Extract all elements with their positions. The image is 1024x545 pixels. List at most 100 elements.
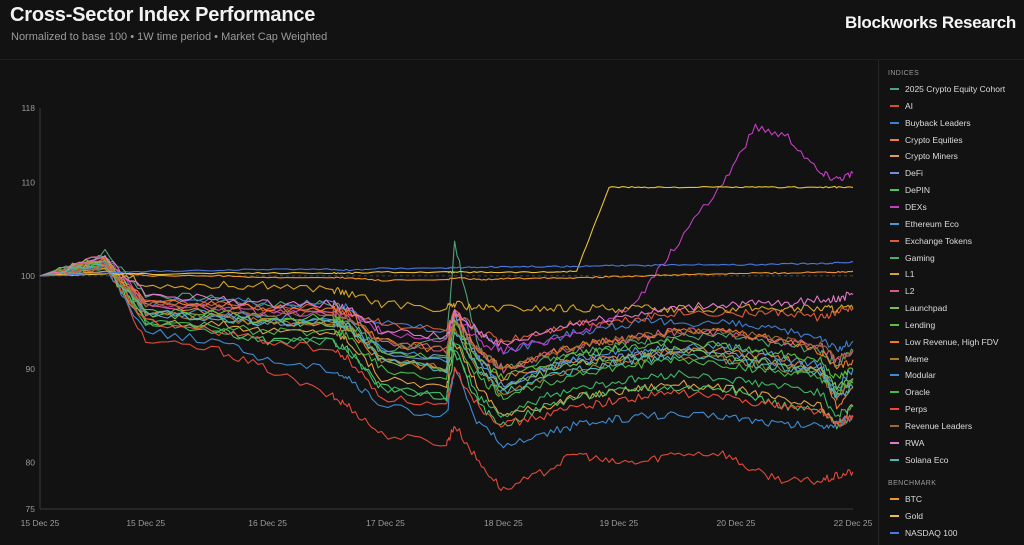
legend-label: Launchpad: [905, 303, 948, 314]
legend-swatch: [890, 408, 899, 411]
legend-label: DeFi: [905, 168, 923, 179]
x-tick-label: 22 Dec 25: [834, 518, 873, 528]
header-divider: [0, 59, 1024, 60]
legend-item[interactable]: RWA: [890, 436, 924, 450]
legend-swatch: [890, 256, 899, 259]
legend-label: RWA: [905, 437, 925, 448]
line-chart: 75 80 90 100 110 118 15 Dec 25 15 Dec 25 16 Dec …: [21, 103, 873, 528]
series-line-oracle: [39, 263, 854, 401]
legend-item[interactable]: Crypto Miners: [890, 149, 958, 163]
legend-label: 2025 Crypto Equity Cohort: [905, 84, 1006, 94]
legend-indices-heading: INDICES: [888, 70, 920, 77]
legend-item[interactable]: Buyback Leaders: [890, 116, 971, 130]
series-line-crypto-miners: [39, 264, 854, 426]
legend-swatch: [890, 222, 899, 225]
series-line-btc: [39, 270, 854, 282]
legend-label: AI: [905, 100, 914, 111]
legend-item[interactable]: Solana Eco: [890, 453, 948, 467]
legend-item[interactable]: Launchpad: [890, 301, 947, 315]
legend-item[interactable]: Gold: [890, 509, 923, 523]
series-layer: [39, 123, 854, 492]
legend-label: Oracle: [905, 387, 931, 398]
legend-label: Gaming: [905, 252, 935, 263]
legend-swatch: [890, 425, 899, 427]
legend-item[interactable]: Crypto Equities: [890, 133, 963, 147]
legend-label: Gold: [905, 510, 923, 521]
legend-item[interactable]: Modular: [890, 368, 936, 382]
legend-swatch: [890, 239, 899, 242]
legend-swatch: [890, 514, 899, 517]
legend-label: DEXs: [905, 201, 927, 212]
legend-label: NASDAQ 100: [905, 527, 958, 538]
series-line-modular: [39, 262, 854, 449]
y-tick-label: 118: [21, 103, 35, 113]
brand-logo: Blockworks Research: [845, 13, 1016, 32]
series-line-solana-eco: [39, 263, 854, 399]
series-line-ai: [39, 258, 854, 492]
legend-benchmark-heading: BENCHMARK: [888, 480, 937, 487]
series-line-launchpad: [39, 258, 854, 391]
series-line-nasdaq-100: [39, 261, 854, 277]
legend-item[interactable]: AI: [890, 99, 913, 113]
x-tick-label: 19 Dec 25: [599, 518, 638, 528]
series-line-l1: [39, 264, 854, 314]
legend-label: Solana Eco: [905, 454, 949, 465]
legend-item[interactable]: DePIN: [890, 183, 930, 197]
legend-label: Buyback Leaders: [905, 117, 971, 128]
legend-swatch: [890, 273, 899, 276]
legend-label: Lending: [905, 319, 936, 330]
legend-item[interactable]: Low Revenue, High FDV: [890, 335, 999, 349]
legend-label: Modular: [905, 370, 936, 381]
legend-label: Crypto Equities: [905, 134, 963, 145]
legend-item[interactable]: 2025 Crypto Equity Cohort: [890, 82, 1005, 96]
legend-swatch: [890, 189, 899, 192]
x-tick-label: 16 Dec 25: [248, 518, 287, 528]
series-line-rwa: [39, 255, 854, 347]
legend-swatch: [890, 104, 899, 107]
y-tick-label: 100: [21, 271, 35, 281]
x-tick-label: 15 Dec 25: [21, 518, 60, 528]
legend-swatch: [890, 340, 899, 343]
legend-label: Crypto Miners: [905, 151, 958, 162]
legend-item[interactable]: Exchange Tokens: [890, 234, 972, 248]
series-line-perps: [39, 263, 854, 428]
legend-item[interactable]: NASDAQ 100: [890, 526, 957, 540]
series-line-revenue-leaders: [39, 264, 854, 370]
legend-item[interactable]: BTC: [890, 492, 922, 506]
legend-item[interactable]: DEXs: [890, 200, 927, 214]
legend-item[interactable]: Meme: [890, 352, 929, 366]
legend-swatch: [890, 121, 899, 124]
legend-label: L1: [905, 269, 915, 280]
x-tick-label: 17 Dec 25: [366, 518, 405, 528]
y-tick-label: 75: [26, 504, 36, 514]
series-line-gold: [39, 186, 854, 277]
legend-swatch: [890, 172, 899, 175]
legend-swatch: [890, 88, 899, 90]
legend-item[interactable]: DeFi: [890, 166, 923, 180]
legend-swatch: [890, 458, 899, 461]
legend-swatch: [890, 531, 899, 534]
legend-label: Meme: [905, 353, 929, 364]
legend-item[interactable]: Revenue Leaders: [890, 419, 972, 433]
x-tick-label: 20 Dec 25: [717, 518, 756, 528]
legend-label: Exchange Tokens: [905, 235, 972, 246]
legend-item[interactable]: L2: [890, 284, 914, 298]
y-tick-label: 80: [26, 457, 36, 467]
series-line-dexs: [39, 123, 854, 355]
legend-swatch: [890, 374, 899, 377]
legend-panel: INDICES 2025 Crypto Equity Cohort AI Buyba…: [878, 60, 1024, 545]
legend-item[interactable]: Gaming: [890, 251, 935, 265]
legend-label: L2: [905, 286, 915, 297]
legend-item[interactable]: Perps: [890, 402, 927, 416]
y-tick-label: 90: [26, 364, 36, 374]
x-tick-label: 18 Dec 25: [484, 518, 523, 528]
legend-label: Ethereum Eco: [905, 218, 959, 229]
series-line-gaming: [39, 266, 853, 418]
legend-item[interactable]: Oracle: [890, 385, 930, 399]
legend-item[interactable]: Lending: [890, 318, 935, 332]
legend-item[interactable]: Ethereum Eco: [890, 217, 959, 231]
legend-label: Low Revenue, High FDV: [905, 336, 999, 347]
legend-swatch: [890, 357, 899, 360]
legend-swatch: [890, 307, 899, 310]
legend-item[interactable]: L1: [890, 267, 914, 281]
